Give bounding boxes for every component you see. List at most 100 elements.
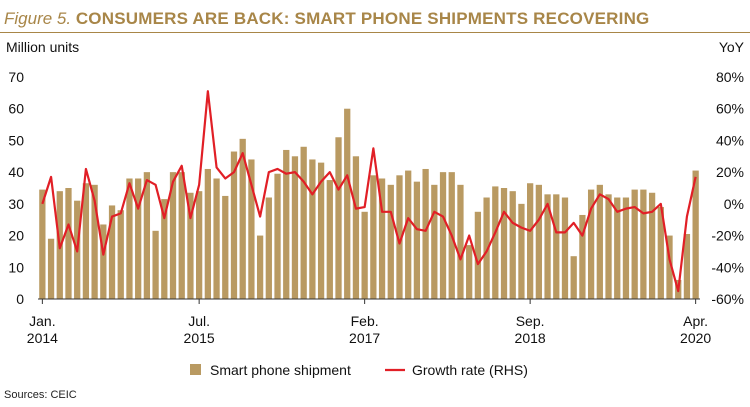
right-tick-label: -20% [711,228,744,244]
growth-line [41,90,697,293]
left-tick-label: 60 [8,101,24,117]
shipment-bar [248,159,255,299]
x-tick-label: Jan. [29,313,55,329]
left-tick-label: 10 [8,259,24,275]
shipment-bar [605,194,612,299]
shipment-bar [683,233,691,299]
shipment-bar [256,235,264,299]
shipment-bar [196,191,203,299]
right-tick-label: -40% [711,259,744,275]
right-tick-label: 20% [716,164,744,180]
right-axis-title: YoY [719,39,745,55]
legend: Smart phone shipment Growth rate (RHS) [190,362,528,378]
shipment-bar [352,156,360,299]
left-tick-label: 40 [8,164,24,180]
right-axis-ticks: -60% -40% -20% 0% 20% 40% 60% 80% [711,69,744,307]
shipment-bar [91,184,98,299]
x-tick-label: 2020 [680,330,711,346]
shipment-bar [135,178,142,299]
legend-line-label: Growth rate (RHS) [412,362,528,378]
shipment-bar [108,205,116,299]
legend-bar-swatch [190,364,201,375]
shipment-bar [187,192,194,299]
bar-series [39,108,699,300]
shipment-bar [657,207,664,299]
shipment-bar [396,175,403,299]
shipment-bar [561,197,569,299]
shipment-bar [527,183,534,299]
shipment-bar [317,162,325,299]
right-tick-label: 0% [724,196,744,212]
shipment-bar [344,108,351,300]
shipment-bar [222,195,229,299]
shipment-bar [309,159,316,299]
shipment-bar [596,184,603,299]
shipment-bar [82,183,90,299]
shipment-bar [431,184,438,299]
shipment-bar [544,194,551,299]
x-tick-label: 2017 [349,330,380,346]
x-tick-label: 2014 [27,330,58,346]
x-tick-label: Feb. [351,313,379,329]
shipment-bar [326,180,333,299]
shipment-bar [300,146,307,299]
shipment-bar [518,203,525,299]
left-tick-label: 50 [8,132,24,148]
left-tick-label: 20 [8,228,24,244]
shipment-bar [47,238,55,299]
shipment-bar [500,188,508,299]
shipment-bar [474,211,482,299]
right-tick-label: 40% [716,132,744,148]
right-tick-label: -60% [711,291,744,307]
shipment-bar [169,172,177,299]
shipment-bar [439,172,447,299]
left-axis-ticks: 0 10 20 30 40 50 60 70 [8,69,24,307]
shipment-bar [361,211,368,299]
x-axis-ticks: Jan.2014 Jul.2015 Feb.2017 Sep.2018 Apr.2020 [27,299,711,346]
shipment-bar [666,235,673,299]
shipment-bar [509,191,516,299]
shipment-bar [230,151,238,299]
shipment-bar [65,188,72,299]
left-tick-label: 30 [8,196,24,212]
shipment-bar [100,224,107,299]
shipment-bar [161,199,168,299]
shipment-bar [126,178,133,299]
figure-label: Figure 5. [4,9,72,28]
x-tick-label: Jul. [188,313,210,329]
shipment-bar [413,181,421,299]
shipment-bar [405,170,412,299]
chart-title: Figure 5. CONSUMERS ARE BACK: SMART PHON… [4,9,649,29]
shipment-bar [204,168,211,299]
shipment-bar [422,168,429,299]
shipment-bar [553,194,560,299]
shipment-bar [648,192,656,299]
shipment-bar [370,175,377,299]
shipment-bar [640,189,647,299]
shipment-bar [178,172,185,299]
shipment-bar [631,189,638,299]
left-tick-label: 0 [16,291,24,307]
x-tick-label: Apr. [683,313,708,329]
shipment-bar [587,189,595,299]
shipment-bar [335,137,342,299]
shipment-bar [152,230,159,299]
shipment-bar [492,186,499,299]
shipment-bar [265,197,272,299]
shipment-bar [39,189,46,299]
shipment-bar [378,178,386,299]
x-tick-label: Sep. [516,313,545,329]
shipment-bar [483,197,490,299]
shipment-bar [570,256,577,299]
title-text: CONSUMERS ARE BACK: SMART PHONE SHIPMENT… [75,9,650,28]
right-tick-label: 60% [716,101,744,117]
title-rule [0,32,750,33]
shipment-bar [614,197,621,299]
shipment-bar [466,245,473,299]
left-tick-label: 70 [8,69,24,85]
shipment-bar [291,156,299,299]
shipment-bar [283,149,290,299]
x-tick-label: 2018 [515,330,546,346]
left-axis-title: Million units [6,39,79,55]
